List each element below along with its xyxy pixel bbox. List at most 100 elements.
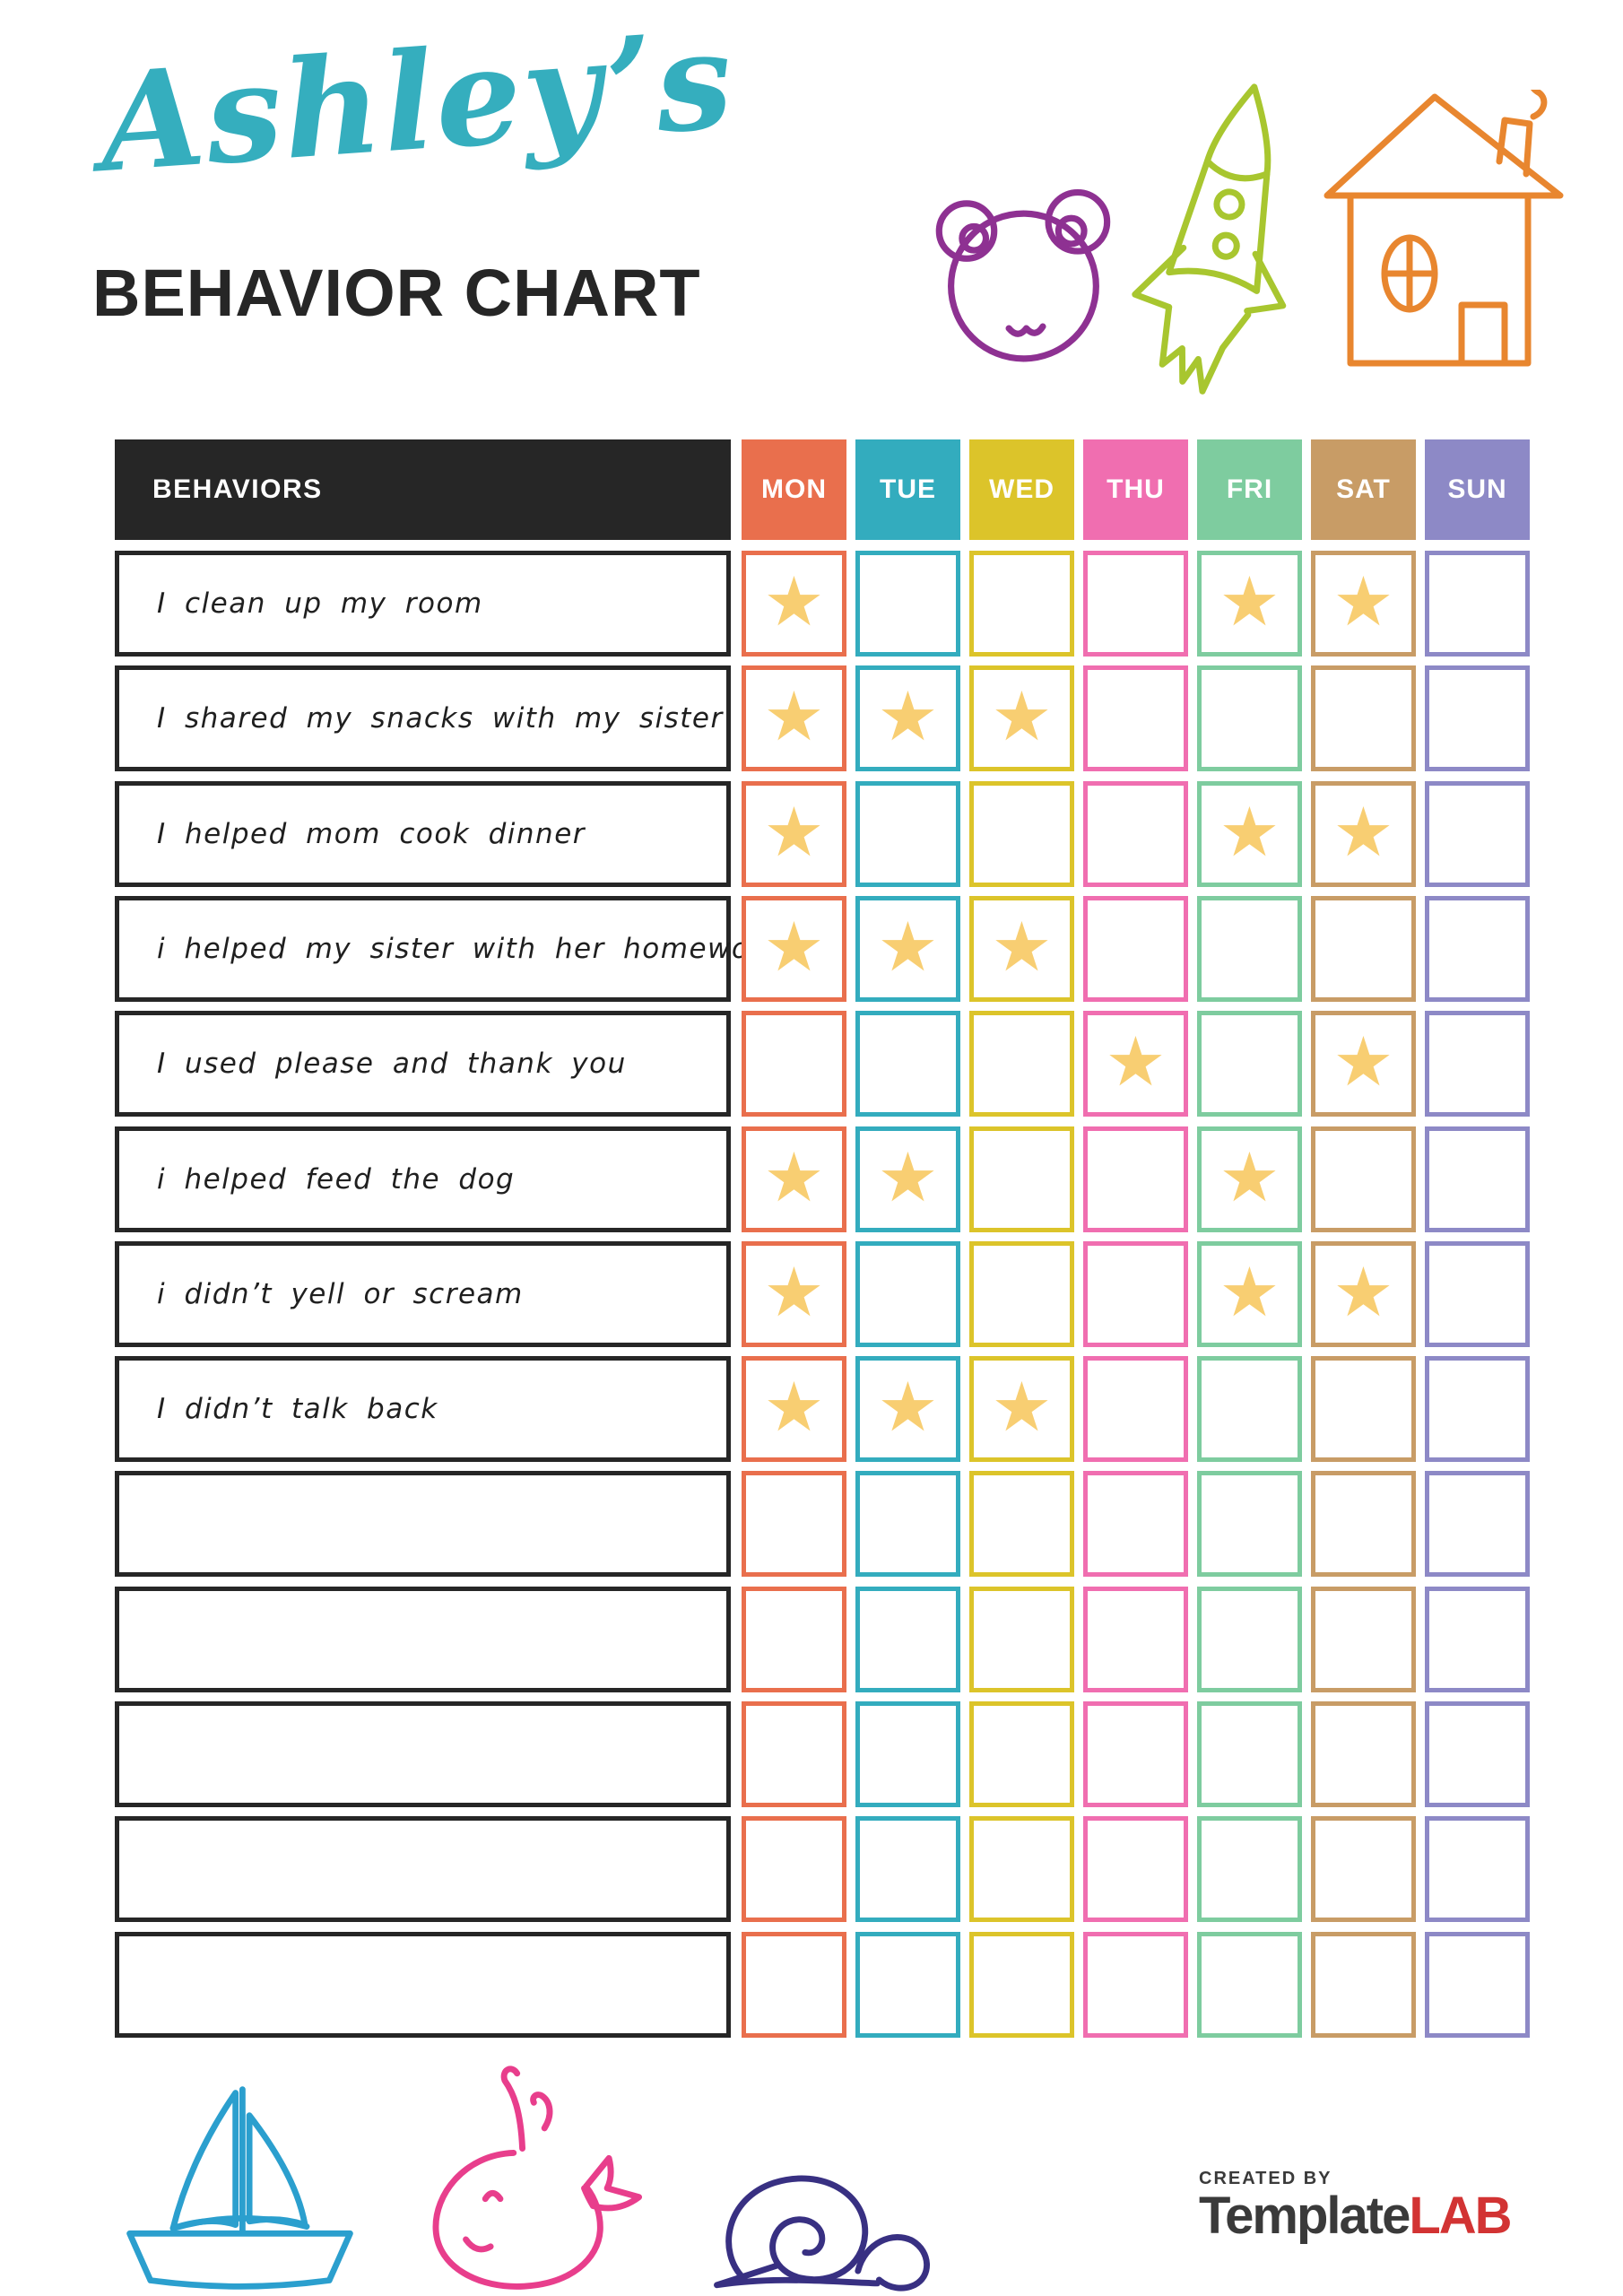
behavior-row: i helped feed the dog — [115, 1126, 731, 1232]
behavior-row: i didn’t yell or scream — [115, 1241, 731, 1347]
day-cell-fri: ★ — [1197, 551, 1302, 657]
star-icon: ★ — [877, 1137, 939, 1217]
day-cell-sat — [1311, 1356, 1416, 1462]
day-cell-thu — [1083, 665, 1188, 771]
star-icon: ★ — [763, 676, 825, 756]
day-header-mon: MON — [742, 439, 846, 540]
behaviors-column-header: BEHAVIORS — [115, 439, 731, 540]
day-cell-wed — [969, 781, 1074, 887]
star-icon: ★ — [991, 1367, 1053, 1447]
day-cell-sat: ★ — [1311, 781, 1416, 887]
day-cell-wed — [969, 1816, 1074, 1922]
day-cell-mon: ★ — [742, 1356, 846, 1462]
day-cell-sat — [1311, 1471, 1416, 1577]
day-cell-fri — [1197, 665, 1302, 771]
behavior-row: I clean up my room — [115, 551, 731, 657]
behavior-row — [115, 1471, 731, 1577]
behavior-text: i helped my sister with her homework — [157, 933, 781, 965]
day-cell-sat: ★ — [1311, 1011, 1416, 1117]
star-icon: ★ — [877, 907, 939, 987]
star-icon: ★ — [1332, 1252, 1394, 1332]
behavior-text: I clean up my room — [157, 587, 483, 620]
house-icon — [1324, 90, 1564, 367]
day-cell-sun — [1425, 1126, 1530, 1232]
day-cell-sun — [1425, 1471, 1530, 1577]
day-cell-sat — [1311, 1932, 1416, 2038]
day-cell-mon — [742, 1471, 846, 1577]
day-cell-sun — [1425, 1241, 1530, 1347]
day-cell-fri — [1197, 1932, 1302, 2038]
day-cell-wed — [969, 1932, 1074, 2038]
day-cell-tue — [855, 1932, 960, 2038]
day-cell-sun — [1425, 665, 1530, 771]
day-cell-wed — [969, 551, 1074, 657]
day-cell-sun — [1425, 1587, 1530, 1692]
day-header-sun: SUN — [1425, 439, 1530, 540]
day-cell-thu — [1083, 551, 1188, 657]
day-cell-sun — [1425, 551, 1530, 657]
day-cell-sun — [1425, 1701, 1530, 1807]
day-cell-wed: ★ — [969, 665, 1074, 771]
day-cell-tue — [855, 1471, 960, 1577]
star-icon: ★ — [763, 561, 825, 641]
star-icon: ★ — [877, 1367, 939, 1447]
day-cell-fri — [1197, 1011, 1302, 1117]
star-icon: ★ — [1219, 1252, 1280, 1332]
star-icon: ★ — [1219, 561, 1280, 641]
day-cell-wed: ★ — [969, 1356, 1074, 1462]
day-cell-wed: ★ — [969, 896, 1074, 1002]
behavior-row — [115, 1932, 731, 2038]
day-cell-sat — [1311, 665, 1416, 771]
day-cell-fri — [1197, 896, 1302, 1002]
day-cell-mon — [742, 1587, 846, 1692]
day-header-fri: FRI — [1197, 439, 1302, 540]
day-header-thu: THU — [1083, 439, 1188, 540]
day-cell-wed — [969, 1241, 1074, 1347]
behavior-text: I didn’t talk back — [157, 1393, 438, 1425]
day-cell-sun — [1425, 781, 1530, 887]
day-cell-mon — [742, 1701, 846, 1807]
day-cell-thu — [1083, 1587, 1188, 1692]
day-cell-thu — [1083, 1126, 1188, 1232]
day-cell-tue: ★ — [855, 1356, 960, 1462]
rocket-icon — [1132, 83, 1287, 395]
day-cell-sat — [1311, 1816, 1416, 1922]
day-cell-fri — [1197, 1356, 1302, 1462]
day-cell-mon: ★ — [742, 1241, 846, 1347]
day-cell-sat: ★ — [1311, 1241, 1416, 1347]
day-cell-fri — [1197, 1587, 1302, 1692]
behavior-text: i helped feed the dog — [157, 1163, 516, 1196]
behavior-row: I helped mom cook dinner — [115, 781, 731, 887]
day-cell-tue: ★ — [855, 1126, 960, 1232]
day-cell-tue — [855, 1011, 960, 1117]
day-cell-mon: ★ — [742, 1126, 846, 1232]
day-cell-tue — [855, 1587, 960, 1692]
star-icon: ★ — [763, 1367, 825, 1447]
day-cell-fri — [1197, 1816, 1302, 1922]
brand-name: TemplateLAB — [1199, 2187, 1522, 2245]
day-cell-thu — [1083, 896, 1188, 1002]
star-icon: ★ — [991, 676, 1053, 756]
behavior-text: I shared my snacks with my sister — [157, 702, 724, 735]
star-icon: ★ — [1332, 1022, 1394, 1101]
behavior-row: I didn’t talk back — [115, 1356, 731, 1462]
behavior-row — [115, 1701, 731, 1807]
behavior-row: i helped my sister with her homework — [115, 896, 779, 1002]
day-cell-thu: ★ — [1083, 1011, 1188, 1117]
star-icon: ★ — [763, 1137, 825, 1217]
day-cell-sun — [1425, 1932, 1530, 2038]
day-cell-mon: ★ — [742, 551, 846, 657]
brand-accent: LAB — [1409, 2187, 1512, 2245]
templatelab-logo: CREATED BY TemplateLAB — [1199, 2169, 1522, 2244]
star-icon: ★ — [991, 907, 1053, 987]
day-header-sat: SAT — [1311, 439, 1416, 540]
day-cell-thu — [1083, 1356, 1188, 1462]
day-cell-sat — [1311, 896, 1416, 1002]
star-icon: ★ — [877, 676, 939, 756]
day-cell-sat — [1311, 1126, 1416, 1232]
star-icon: ★ — [1332, 561, 1394, 641]
behavior-row: I used please and thank you — [115, 1011, 731, 1117]
day-cell-thu — [1083, 1932, 1188, 2038]
star-icon: ★ — [1219, 792, 1280, 872]
